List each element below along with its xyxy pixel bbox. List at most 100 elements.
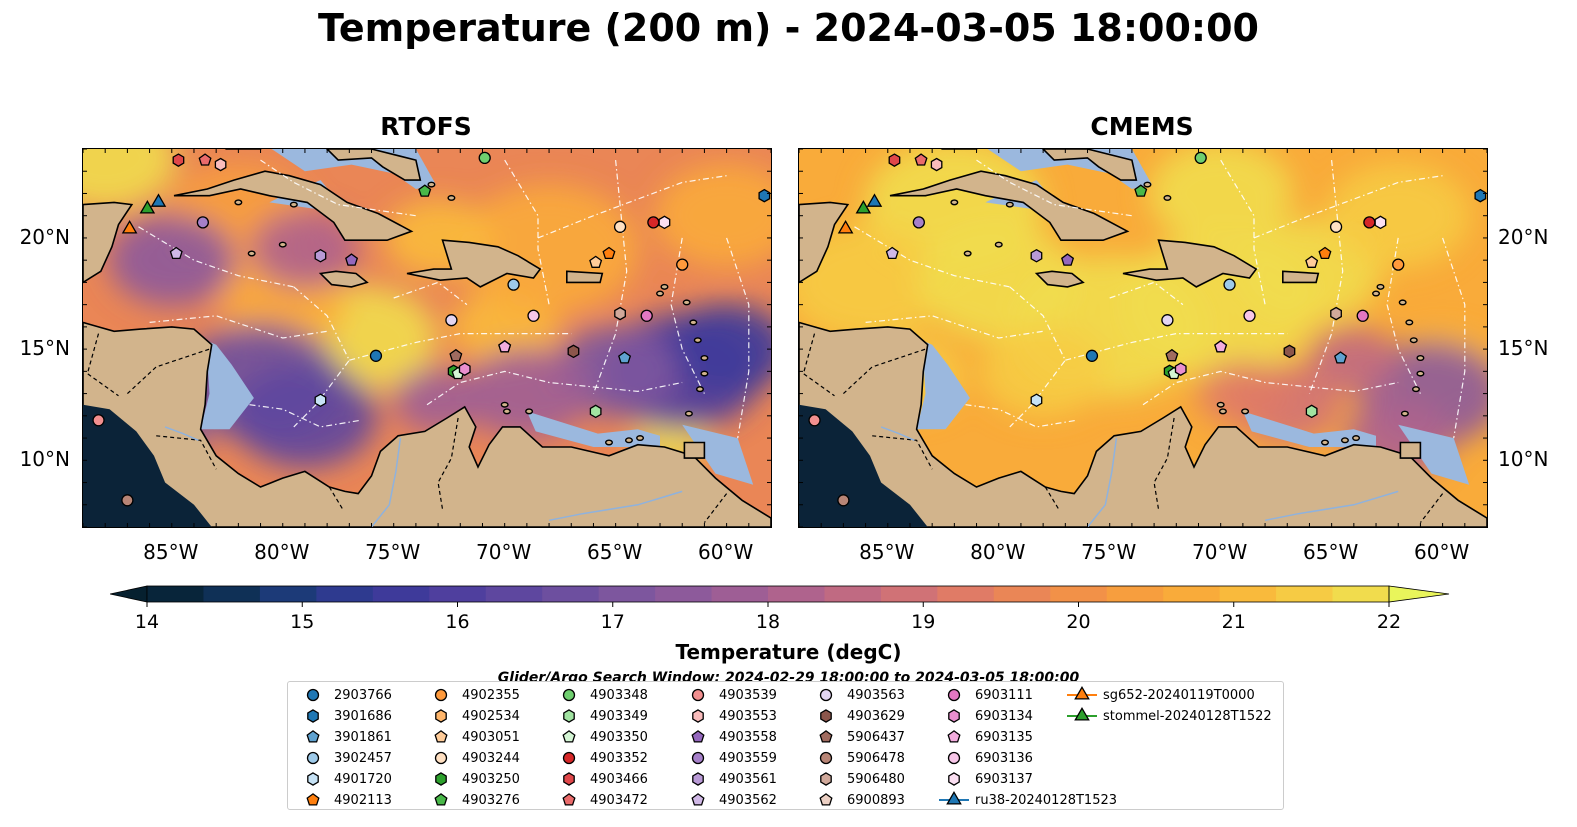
- float-3902457-marker: [1223, 278, 1236, 291]
- legend-marker: [691, 688, 705, 702]
- glider-sg652-20240119T0000-marker: [121, 220, 138, 234]
- float-6903137-marker: [658, 215, 671, 230]
- legend-marker: [948, 709, 960, 723]
- float-3901861-marker: [618, 351, 632, 364]
- float-4903561-marker: [314, 248, 327, 263]
- float-4903558-marker: [345, 253, 359, 266]
- legend-label: 4903562: [719, 793, 777, 808]
- search-window-text: Glider/Argo Search Window: 2024-02-29 18…: [497, 670, 1080, 683]
- cmems-map[interactable]: [798, 148, 1488, 528]
- glider-stommel-20240128T1522-marker: [139, 199, 156, 214]
- lat-tick-label-right: 15°N: [1498, 336, 1549, 361]
- float-4903244-marker: [613, 220, 627, 233]
- legend-marker: [563, 709, 575, 723]
- legend-marker: [306, 688, 320, 702]
- float-5906437-marker: [449, 348, 463, 362]
- legend-label: 3901861: [334, 730, 392, 745]
- legend-marker: [307, 709, 319, 723]
- rtofs-temperature-field: [83, 149, 771, 527]
- colorbar-segment: [259, 586, 317, 602]
- cmems-panel-title: CMEMS: [1090, 112, 1194, 141]
- float-4903349-marker: [1305, 404, 1318, 419]
- lon-tick-label: 65°W: [1303, 540, 1359, 564]
- float-4902355-marker: [1392, 258, 1405, 271]
- colorbar-tick-label: 14: [135, 611, 159, 633]
- float-6903134-marker: [458, 362, 471, 376]
- legend-label: sg652-20240119T0000: [1103, 688, 1255, 703]
- legend-label: 6903136: [975, 751, 1033, 766]
- legend-marker: [820, 709, 832, 723]
- colorbar-tick-label: 17: [601, 611, 625, 633]
- lon-tick-label: 65°W: [587, 540, 643, 564]
- lon-tick-label: 60°W: [697, 540, 754, 564]
- float-4901720-marker: [1030, 393, 1043, 408]
- legend-marker: [946, 791, 962, 805]
- colorbar-segment: [768, 586, 825, 602]
- legend-label: 4903472: [590, 793, 648, 808]
- float-4903348-marker: [1194, 151, 1207, 165]
- colorbar-segment: [1332, 586, 1390, 602]
- float-4903472-marker: [914, 153, 928, 166]
- float-3901861-marker: [1334, 351, 1348, 364]
- legend-label: 4903348: [590, 688, 648, 703]
- float-4903244-marker: [1329, 220, 1343, 233]
- colorbar-segment: [1276, 586, 1334, 602]
- legend-label: 4903466: [590, 772, 648, 787]
- float-4903051-marker: [589, 255, 603, 268]
- legend-marker: [819, 793, 833, 806]
- rtofs-map[interactable]: [82, 148, 772, 528]
- float-5906478-marker: [121, 494, 134, 507]
- colorbar-segment: [824, 586, 882, 602]
- legend-marker: [434, 688, 448, 702]
- legend-marker: [947, 751, 961, 765]
- float-4901720-marker: [314, 393, 327, 408]
- colorbar-segment: [711, 586, 769, 602]
- colorbar-tick-label: 15: [290, 611, 314, 633]
- float-6903111-marker: [640, 309, 653, 322]
- legend-marker: [691, 730, 705, 743]
- legend-label: 4902355: [462, 688, 520, 703]
- lat-tick-label-right: 20°N: [1498, 224, 1549, 249]
- lon-tick-label: 80°W: [254, 540, 310, 564]
- temperature-colorbar: 14 15 16 17 18 19 20 21 22: [110, 585, 1450, 633]
- float-4903539-marker: [92, 414, 105, 427]
- figure-title: Temperature (200 m) - 2024-03-05 18:00:0…: [317, 6, 1259, 50]
- legend-label: 5906437: [847, 730, 905, 745]
- float-4903563-marker: [445, 314, 458, 327]
- float-4903276-marker: [418, 184, 432, 197]
- float-6903136-marker: [1243, 309, 1256, 322]
- legend-label: 4901720: [334, 772, 392, 787]
- legend-marker: [819, 688, 833, 702]
- float-3901686-marker: [758, 188, 771, 203]
- float-4903466-marker: [888, 153, 901, 167]
- legend-marker: [691, 751, 705, 765]
- legend-label: 4903553: [719, 709, 777, 724]
- colorbar-segment: [1050, 586, 1108, 602]
- legend-marker: [562, 688, 576, 702]
- legend-label: 4903559: [719, 751, 777, 766]
- legend-label: 4903051: [462, 730, 520, 745]
- legend-label: ru38-20240128T1523: [975, 793, 1118, 808]
- legend-marker: [1074, 707, 1090, 721]
- legend-marker: [307, 772, 319, 786]
- lon-tick-label: 75°W: [1081, 540, 1137, 564]
- float-6903111-marker: [1356, 309, 1369, 322]
- glider-sg652-20240119T0000-marker: [837, 220, 854, 234]
- legend-marker: [1074, 686, 1090, 700]
- legend-marker: [434, 793, 448, 806]
- colorbar-segment: [937, 586, 995, 602]
- float-4903558-marker: [1061, 253, 1075, 266]
- legend-label: 4903563: [847, 688, 905, 703]
- colorbar-segment: [1163, 586, 1221, 602]
- legend-label: 4903561: [719, 772, 777, 787]
- float-4903348-marker: [478, 151, 491, 165]
- float-4903352-marker: [1363, 216, 1376, 229]
- colorbar-segment: [147, 586, 204, 602]
- float-6903137-marker: [1374, 215, 1387, 230]
- lat-tick-label-left: 15°N: [19, 336, 70, 361]
- float-4903561-marker: [1030, 248, 1043, 263]
- legend-marker: [692, 772, 704, 786]
- legend-label: 6903111: [975, 688, 1033, 703]
- legend-marker: [819, 751, 833, 765]
- cmems-temperature-field: [799, 149, 1487, 527]
